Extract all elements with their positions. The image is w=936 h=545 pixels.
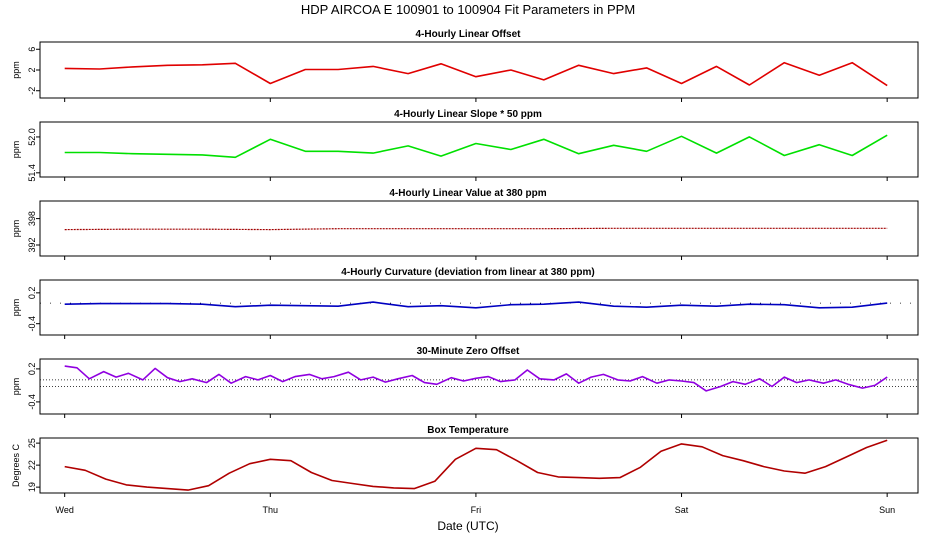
series-line: [64, 227, 888, 231]
y-tick-label: 2: [27, 67, 37, 72]
panel-title: 4-Hourly Linear Value at 380 ppm: [389, 188, 546, 199]
plot-frame: [39, 41, 919, 99]
y-tick-label: -0.4: [27, 316, 37, 332]
panel-2: 4-Hourly Linear Slope * 50 ppm 52.0 51.4 pp…: [11, 109, 919, 182]
figure-title: HDP AIRCOA E 100901 to 100904 Fit Parame…: [301, 2, 635, 17]
panel-title: Box Temperature: [427, 425, 509, 436]
y-axis-label: ppm: [11, 61, 21, 79]
y-axis-label: ppm: [11, 141, 21, 159]
y-tick-label: 392: [27, 237, 37, 252]
panel-1: 4-Hourly Linear Offset 6 2 -2 ppm: [11, 29, 919, 102]
plot-frame: [39, 121, 919, 178]
y-axis-label: ppm: [11, 299, 21, 317]
x-tick-label: Sat: [675, 505, 689, 515]
panel-title: 4-Hourly Curvature (deviation from linea…: [341, 267, 594, 278]
series-line: [64, 301, 888, 309]
panel-title: 4-Hourly Linear Offset: [415, 29, 521, 40]
series-line: [64, 439, 888, 491]
y-tick-label: 0.2: [27, 287, 37, 300]
x-tick-label: Fri: [471, 505, 482, 515]
y-tick-label: 25: [27, 438, 37, 448]
y-axis-label: ppm: [11, 220, 21, 238]
plot-frame: [39, 200, 919, 257]
plot-frame: [39, 279, 919, 336]
panel-3: 4-Hourly Linear Value at 380 ppm 398 392 pp…: [11, 188, 919, 260]
panel-title: 30-Minute Zero Offset: [417, 346, 520, 357]
x-tick-label: Thu: [263, 505, 279, 515]
y-tick-label: 6: [27, 47, 37, 52]
y-axis-label: Degrees C: [11, 443, 21, 487]
y-tick-label: -2: [27, 87, 37, 95]
y-tick-label: 52.0: [27, 128, 37, 146]
panel-4: 4-Hourly Curvature (deviation from linea…: [11, 267, 919, 339]
y-tick-label: -0.4: [27, 394, 37, 410]
x-tick-label: Sun: [879, 505, 895, 515]
plot-frame: [39, 437, 919, 494]
series-line: [64, 61, 888, 87]
y-tick-label: 51.4: [27, 164, 37, 182]
panel-5: 30-Minute Zero Offset 0.2 -0.4 ppm: [11, 346, 919, 418]
x-tick-label: Wed: [56, 505, 74, 515]
y-axis-label: ppm: [11, 378, 21, 396]
y-tick-label: 22: [27, 460, 37, 470]
panel-6: Box Temperature 25 22 19 Degrees C: [11, 425, 919, 497]
x-axis-label: Date (UTC): [437, 519, 498, 533]
series-line: [64, 134, 888, 159]
y-tick-label: 19: [27, 482, 37, 492]
panel-title: 4-Hourly Linear Slope * 50 ppm: [394, 109, 542, 120]
y-tick-label: 398: [27, 211, 37, 226]
series-line: [64, 365, 888, 392]
y-tick-label: 0.2: [27, 363, 37, 376]
